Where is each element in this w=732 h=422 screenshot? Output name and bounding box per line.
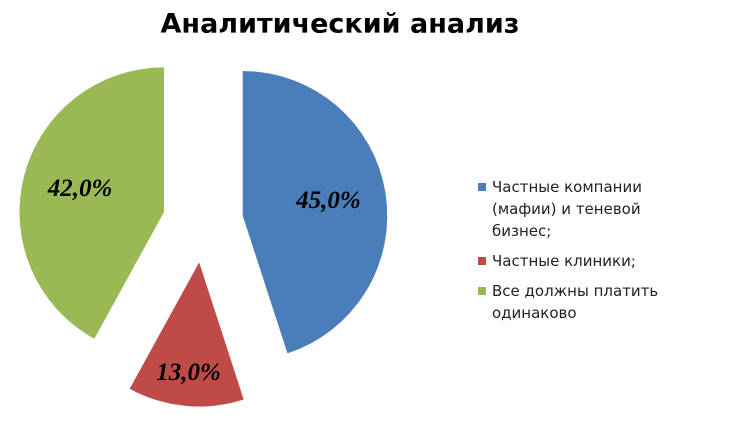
legend-swatch xyxy=(478,183,486,191)
value-label: 42,0% xyxy=(47,175,113,202)
legend-label: Частные клиники; xyxy=(492,252,636,270)
legend: Частные компании (мафии) и теневой бизне… xyxy=(478,176,703,332)
value-label: 13,0% xyxy=(156,359,221,386)
pie-slice xyxy=(129,261,245,408)
legend-entry: Частные компании (мафии) и теневой бизне… xyxy=(478,176,703,242)
legend-swatch xyxy=(478,287,486,295)
chart-title: Аналитический анализ xyxy=(161,9,520,40)
legend-entry: Частные клиники; xyxy=(478,250,703,272)
pie-slice xyxy=(19,66,165,340)
legend-label: Все должны платить одинаково xyxy=(492,282,659,322)
pie-slice xyxy=(242,70,388,354)
legend-swatch xyxy=(478,257,486,265)
legend-label: Частные компании (мафии) и теневой бизне… xyxy=(492,178,642,240)
legend-entry: Все должны платить одинаково xyxy=(478,280,703,324)
value-label: 45,0% xyxy=(295,187,361,214)
